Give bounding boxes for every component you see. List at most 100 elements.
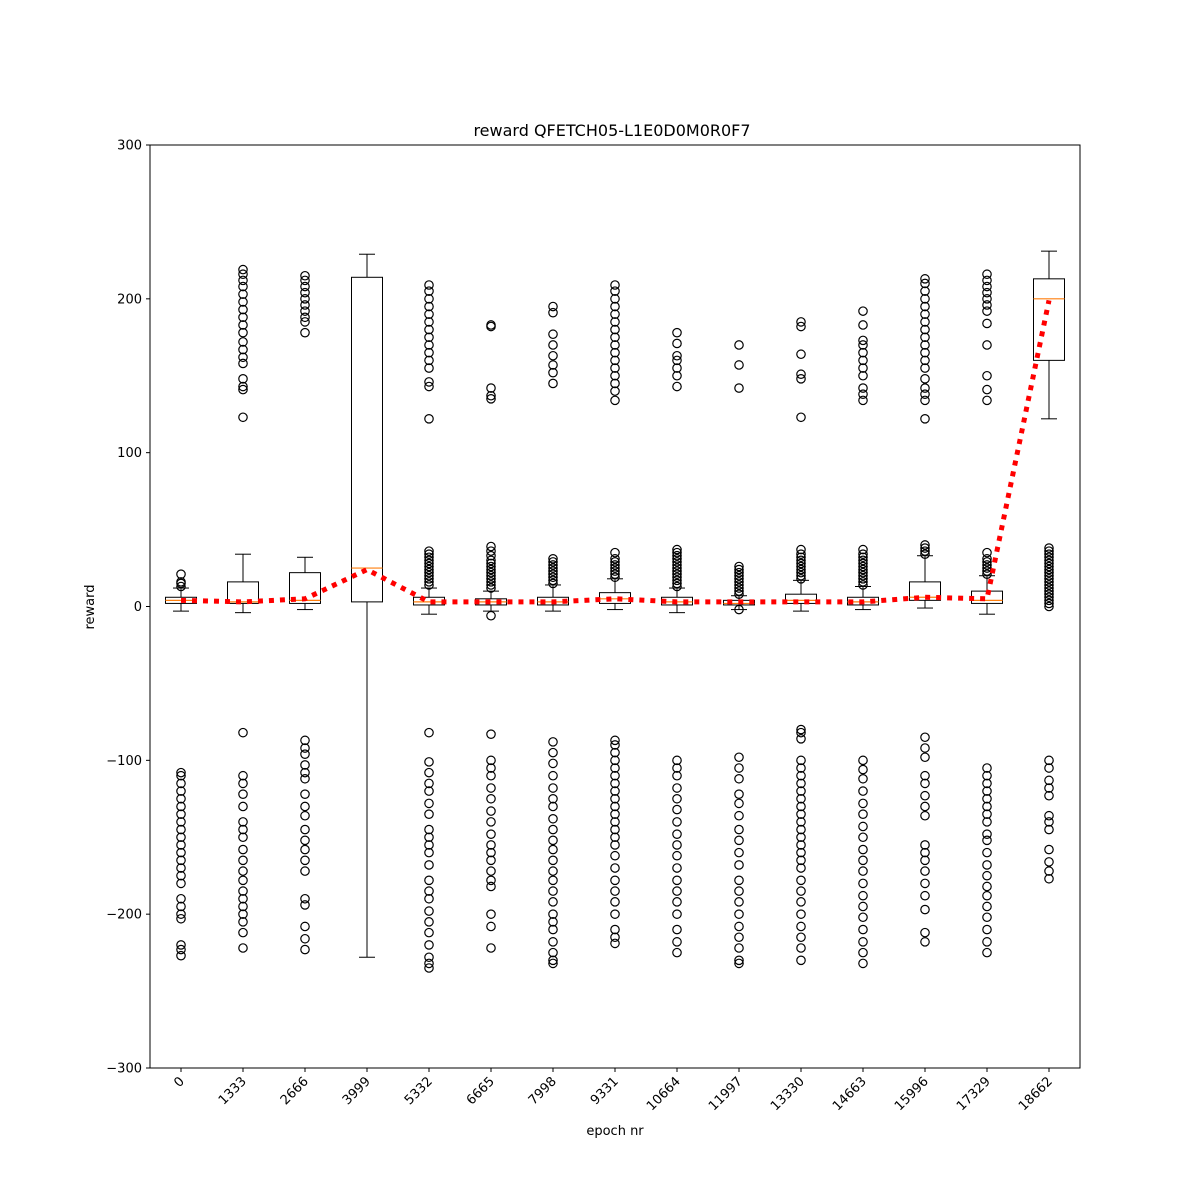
outlier-point xyxy=(610,924,620,935)
outlier-point xyxy=(796,778,806,789)
outlier-point xyxy=(734,943,744,953)
outlier-point xyxy=(300,900,310,910)
outlier-point xyxy=(920,363,930,373)
chart-title: reward QFETCH05-L1E0D0M0R0F7 xyxy=(473,121,750,140)
outlier-point xyxy=(424,347,434,358)
outlier-point xyxy=(796,863,806,873)
outlier-point xyxy=(486,817,496,827)
outlier-point xyxy=(486,921,496,932)
outlier-point xyxy=(858,552,868,563)
outlier-point xyxy=(734,567,744,578)
outlier-point xyxy=(548,937,558,947)
outlier-point xyxy=(238,304,248,315)
outlier-point xyxy=(486,558,496,569)
outlier-point xyxy=(920,414,930,424)
outlier-point xyxy=(300,773,310,784)
outlier-point xyxy=(238,412,248,423)
outlier-point xyxy=(610,850,620,861)
outlier-point xyxy=(548,575,558,586)
outlier-point xyxy=(982,318,992,329)
outlier-point xyxy=(734,583,744,593)
outlier-point xyxy=(982,809,992,819)
outlier-point xyxy=(672,563,682,573)
outlier-point xyxy=(238,875,248,886)
outlier-point xyxy=(920,340,930,350)
outlier-point xyxy=(300,844,310,855)
outlier-point xyxy=(300,743,310,753)
outlier-point xyxy=(424,757,434,767)
outlier-point xyxy=(920,294,930,304)
outlier-point xyxy=(300,933,310,944)
outlier-point xyxy=(486,583,496,593)
outlier-point xyxy=(548,947,558,958)
outlier-point xyxy=(672,550,682,561)
outlier-point xyxy=(734,886,744,896)
outlier-point xyxy=(424,552,434,563)
outlier-point xyxy=(796,552,806,563)
outlier-point xyxy=(1044,775,1054,786)
outlier-point xyxy=(734,763,744,773)
outlier-point xyxy=(1044,558,1054,569)
outlier-point xyxy=(672,547,682,558)
outlier-point xyxy=(176,863,186,873)
outlier-point xyxy=(238,264,248,275)
outlier-point xyxy=(548,572,558,583)
outlier-point xyxy=(858,370,868,381)
outlier-point xyxy=(548,958,558,969)
outlier-point xyxy=(982,763,992,773)
outlier-point xyxy=(982,801,992,812)
outlier-point xyxy=(672,897,682,907)
outlier-point xyxy=(300,810,310,821)
outlier-point xyxy=(982,554,992,564)
outlier-point xyxy=(424,564,434,575)
outlier-point xyxy=(672,363,682,373)
outlier-point xyxy=(238,778,248,789)
outlier-point xyxy=(238,344,248,355)
outlier-point xyxy=(424,363,434,373)
outlier-point xyxy=(238,893,248,904)
outlier-point xyxy=(176,878,186,889)
outlier-point xyxy=(548,824,558,835)
outlier-point xyxy=(796,817,806,827)
outlier-point xyxy=(920,278,930,289)
outlier-point xyxy=(486,806,496,816)
outlier-point xyxy=(548,557,558,567)
outlier-point xyxy=(610,395,620,406)
outlier-point xyxy=(920,810,930,821)
outlier-point xyxy=(796,544,806,555)
outlier-point xyxy=(1044,857,1054,867)
outlier-point xyxy=(424,577,434,587)
outlier-point xyxy=(486,383,496,393)
outlier-point xyxy=(796,793,806,804)
outlier-point xyxy=(486,943,496,953)
outlier-point xyxy=(486,770,496,781)
outlier-point xyxy=(300,767,310,778)
outlier-point xyxy=(548,835,558,846)
outlier-point xyxy=(238,727,248,738)
outlier-point xyxy=(734,580,744,590)
outlier-point xyxy=(548,886,558,896)
outlier-point xyxy=(548,307,558,318)
outlier-point xyxy=(300,327,310,338)
outlier-point xyxy=(424,340,434,350)
outlier-point xyxy=(858,347,868,358)
outlier-point xyxy=(734,577,744,587)
outlier-point xyxy=(610,569,620,579)
outlier-point xyxy=(610,340,620,350)
outlier-point xyxy=(424,301,434,312)
outlier-point xyxy=(300,921,310,932)
outlier-point xyxy=(734,921,744,932)
outlier-point xyxy=(858,564,868,575)
outlier-point xyxy=(982,924,992,935)
outlier-point xyxy=(424,798,434,809)
outlier-point xyxy=(610,557,620,567)
outlier-point xyxy=(1044,570,1054,581)
outlier-point xyxy=(300,312,310,323)
outlier-point xyxy=(858,580,868,590)
outlier-point xyxy=(672,909,682,919)
outlier-point xyxy=(982,860,992,870)
outlier-point xyxy=(610,547,620,558)
outlier-point xyxy=(920,546,930,556)
outlier-point xyxy=(610,301,620,312)
outlier-point xyxy=(796,567,806,578)
